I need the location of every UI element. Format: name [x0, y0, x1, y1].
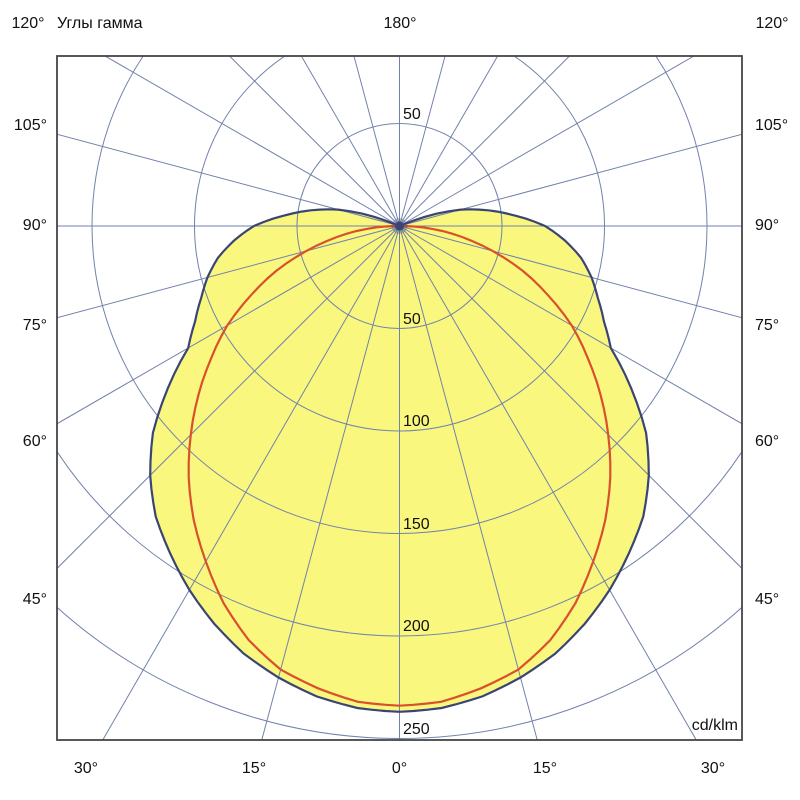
- gamma-angle-label-top-center: 180°: [383, 15, 417, 32]
- gamma-angle-label-bottom-0: 0°: [391, 760, 408, 777]
- radial-tick-label-200: 200: [403, 618, 430, 635]
- gamma-angle-label-right-75: 75°: [755, 317, 780, 335]
- gamma-angle-label-bottom--15: 15°: [241, 760, 267, 777]
- gamma-angle-label-right-45: 45°: [755, 591, 780, 608]
- radial-tick-label-upper-50: 50: [403, 105, 421, 123]
- radial-tick-label-150: 150: [403, 515, 430, 533]
- gamma-angle-label-left-60: 60°: [22, 432, 47, 450]
- center-point: [395, 221, 404, 231]
- radial-tick-label-50: 50: [403, 310, 421, 328]
- gamma-angle-label-left-105: 105°: [13, 116, 47, 134]
- frame-rect: [56, 55, 743, 741]
- gamma-angle-label-bottom--30: 30°: [73, 760, 99, 777]
- intensity-curve-outline: [149, 208, 650, 713]
- radial-tick-label-250: 250: [403, 720, 430, 738]
- intensity-curve-red: [187, 224, 612, 707]
- gamma-angle-label-right-105: 105°: [755, 116, 789, 134]
- radial-tick-label-100: 100: [403, 413, 430, 430]
- gamma-angle-label-bottom-30: 30°: [700, 760, 726, 777]
- intensity-curves: [149, 208, 650, 713]
- gamma-angle-label-bottom-15: 15°: [532, 760, 558, 777]
- gamma-angle-label-top-left: 120°: [11, 15, 45, 32]
- unit-label: cd/klm: [691, 717, 738, 734]
- gamma-angle-label-right-60: 60°: [755, 432, 780, 450]
- gamma-angle-label-left-75: 75°: [22, 317, 47, 335]
- gamma-angle-label-right-90: 90°: [755, 217, 780, 234]
- chart-title: Углы гамма: [57, 15, 143, 32]
- gamma-angle-label-top-right: 120°: [755, 15, 789, 32]
- gamma-angle-label-left-45: 45°: [22, 591, 47, 608]
- gamma-angle-label-left-90: 90°: [22, 217, 47, 234]
